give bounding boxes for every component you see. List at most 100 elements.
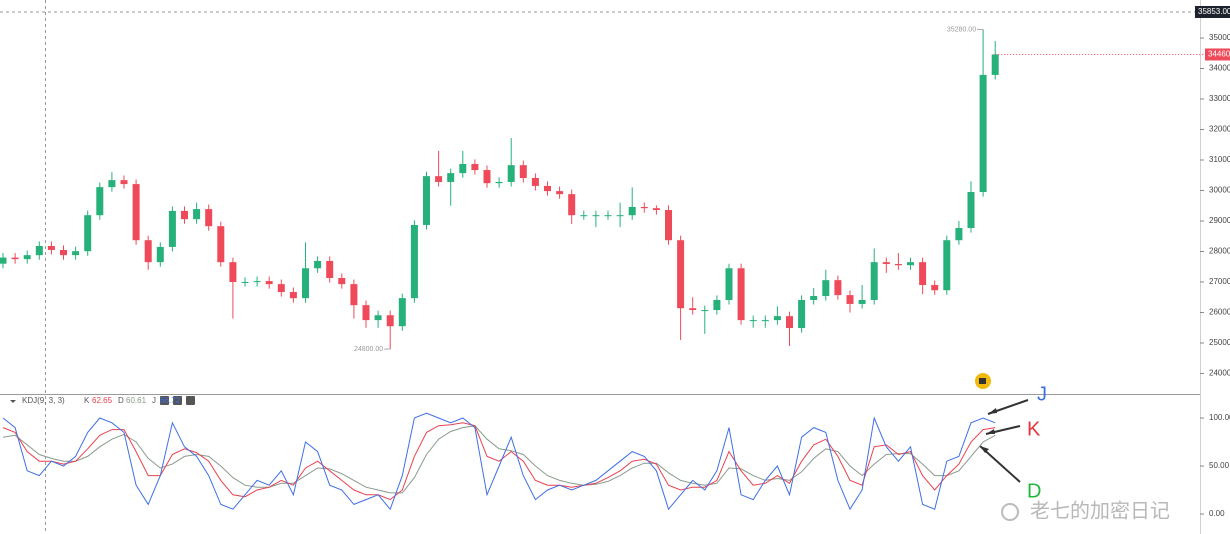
watermark-icon <box>1001 503 1019 521</box>
y-tick-label: 35000.00 <box>1209 33 1230 42</box>
candle-body <box>72 251 80 256</box>
candle-body <box>181 210 188 220</box>
candle-body <box>882 262 890 264</box>
annotation-j: J <box>1037 383 1047 405</box>
crosshair-box <box>1195 5 1230 18</box>
kdj-line <box>2 422 996 501</box>
collapse-arrow[interactable] <box>10 400 16 403</box>
candle-body <box>84 215 92 252</box>
candle-body <box>834 280 842 296</box>
candle-body <box>60 249 67 256</box>
candle-body <box>253 281 261 283</box>
candle-body <box>773 316 781 321</box>
candle-body <box>435 176 443 182</box>
indicator-title: KDJ(9, 3, 3) <box>22 396 65 405</box>
candle-body <box>398 298 406 327</box>
candle-body <box>931 285 939 291</box>
visibility-button[interactable] <box>160 396 169 405</box>
candle-body <box>302 268 309 299</box>
candle-body <box>47 245 55 250</box>
y-tick-label: 32000.00 <box>1209 125 1230 134</box>
candle-body <box>11 257 19 260</box>
candle-body <box>640 206 648 209</box>
candle-body <box>447 173 455 182</box>
candle-body <box>967 192 975 229</box>
candle-body <box>786 316 793 329</box>
candle-body <box>652 208 660 211</box>
settings-button[interactable] <box>173 396 182 405</box>
candle-body <box>858 299 866 304</box>
candle-body <box>108 180 116 188</box>
candle-body <box>907 262 914 266</box>
y-tick-label: 27000.00 <box>1209 277 1230 286</box>
candle-body <box>410 224 418 299</box>
y-tick-label: 100.00 <box>1209 413 1230 422</box>
candle-body <box>943 240 951 291</box>
candle-body <box>0 257 7 264</box>
y-tick-label: 30000.00 <box>1209 186 1230 195</box>
candle-body <box>120 180 128 185</box>
y-tick-label: 0.00 <box>1209 509 1225 518</box>
candle-body <box>580 215 588 217</box>
candle-body <box>798 299 806 329</box>
candle-body <box>556 191 564 195</box>
candle-body <box>749 320 757 322</box>
last-price-box <box>1205 48 1230 61</box>
y-tick-label: 24000.00 <box>1209 369 1230 378</box>
arrow <box>979 445 1021 483</box>
candle-body <box>955 228 963 241</box>
high-label: 35280.00 <box>947 26 976 33</box>
y-tick-label: 26000.00 <box>1209 308 1230 317</box>
candle-body <box>568 194 576 216</box>
candle-body <box>156 246 164 263</box>
candle-body <box>810 296 818 300</box>
candle-body <box>519 165 527 178</box>
candle-body <box>423 176 430 225</box>
candle-body <box>677 240 685 309</box>
close-button[interactable] <box>186 396 195 405</box>
candle-body <box>374 315 382 321</box>
legend-value: 66.72 <box>160 396 181 405</box>
candle-body <box>23 255 31 260</box>
candle-body <box>701 310 709 312</box>
arrowhead <box>986 429 995 434</box>
candle-body <box>979 74 987 193</box>
low-label: 24800.00 <box>354 346 383 353</box>
legend-value: 62.65 <box>92 396 113 405</box>
candle-body <box>144 240 152 263</box>
candle-body <box>616 215 624 217</box>
candle-body <box>277 284 285 293</box>
candle-body <box>229 262 237 282</box>
legend-value: 60.61 <box>126 396 147 405</box>
legend-name: D <box>118 396 124 405</box>
candle-body <box>265 281 273 285</box>
candle-body <box>507 165 515 182</box>
candle-body <box>495 181 503 184</box>
event-icon-glyph <box>979 378 986 384</box>
annotation-k: K <box>1027 418 1041 440</box>
y-tick-label: 31000.00 <box>1209 155 1230 164</box>
candle-body <box>846 295 854 304</box>
y-tick-label: 28000.00 <box>1209 247 1230 256</box>
watermark: 老七的加密日记 <box>1030 499 1170 522</box>
y-tick-label: 34000.00 <box>1209 64 1230 73</box>
candle-body <box>604 215 612 217</box>
candle-body <box>96 187 104 216</box>
candle-body <box>689 308 697 311</box>
candle-body <box>544 185 551 192</box>
candle-body <box>35 245 43 256</box>
y-tick-label: 50.00 <box>1209 461 1230 470</box>
candle-body <box>713 299 721 311</box>
candle-body <box>193 209 201 220</box>
candle-body <box>362 305 370 321</box>
candle-body <box>991 54 999 75</box>
y-tick-label: 25000.00 <box>1209 338 1230 347</box>
candle-body <box>289 292 297 299</box>
candle-body <box>338 278 346 285</box>
kdj-line <box>2 412 996 511</box>
candle-body <box>314 260 322 269</box>
candle-body <box>894 263 902 266</box>
annotation-d: D <box>1027 480 1041 502</box>
